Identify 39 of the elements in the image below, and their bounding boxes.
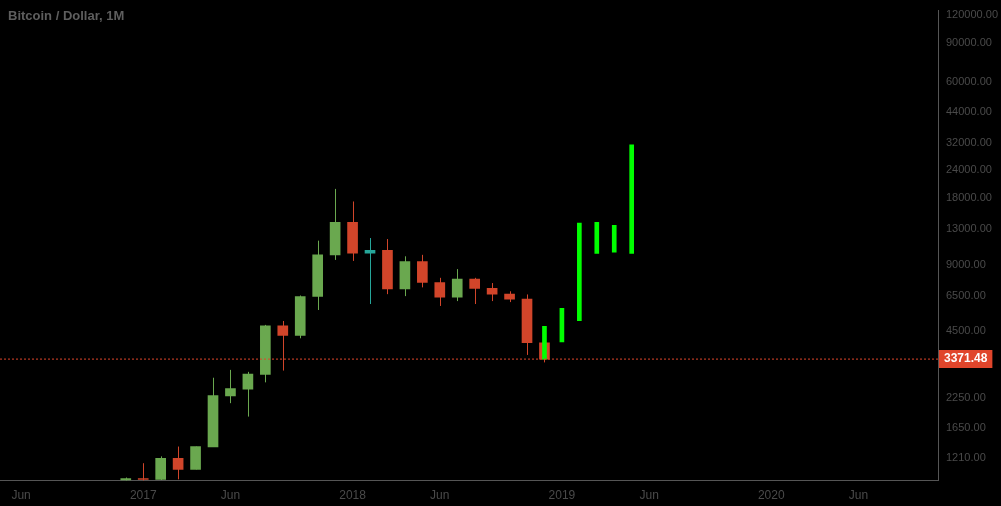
candlestick — [451, 268, 463, 302]
y-tick-label: 1210.00 — [946, 450, 986, 463]
candlestick — [277, 320, 289, 372]
x-tick-label: 2020 — [757, 488, 785, 503]
candlestick — [469, 277, 481, 305]
x-tick-label: 2017 — [129, 488, 157, 503]
candlestick — [242, 371, 254, 418]
candlestick — [417, 254, 428, 288]
x-tick-label: 2019 — [548, 488, 576, 503]
x-tick-label: Jun — [11, 488, 31, 503]
y-tick-label: 120000.00 — [946, 8, 998, 21]
y-tick-label: 6500.00 — [946, 288, 986, 301]
y-tick-label: 2250.00 — [946, 391, 986, 404]
y-tick-label: 9000.00 — [946, 257, 986, 270]
y-tick-label: 32000.00 — [946, 135, 992, 148]
x-tick-label: Jun — [639, 488, 659, 503]
bar — [629, 144, 635, 254]
y-tick-label: 24000.00 — [946, 163, 992, 176]
bar — [577, 222, 582, 322]
x-tick-label: Jun — [220, 488, 241, 503]
candlestick — [434, 277, 446, 307]
y-tick-label: 4500.00 — [946, 324, 986, 337]
y-tick-label: 1650.00 — [946, 420, 986, 433]
y-tick-label: 18000.00 — [946, 190, 992, 203]
x-tick-label: Jun — [848, 488, 869, 503]
y-tick-label: 13000.00 — [946, 222, 992, 235]
candlestick — [172, 446, 184, 480]
y-tick-label: 60000.00 — [946, 75, 992, 88]
chart-title: Bitcoin / Dollar, 1M — [8, 7, 125, 23]
bar — [611, 224, 617, 253]
ref-line-label: 3371.48 — [944, 351, 988, 366]
y-tick-label: 44000.00 — [946, 104, 992, 117]
bar — [542, 325, 547, 360]
bar — [594, 222, 600, 254]
candlestick — [225, 369, 236, 404]
x-tick-label: Jun — [430, 488, 450, 503]
candlestick — [190, 446, 201, 470]
x-tick-label: 2018 — [339, 488, 367, 503]
y-tick-label: 90000.00 — [946, 36, 992, 49]
